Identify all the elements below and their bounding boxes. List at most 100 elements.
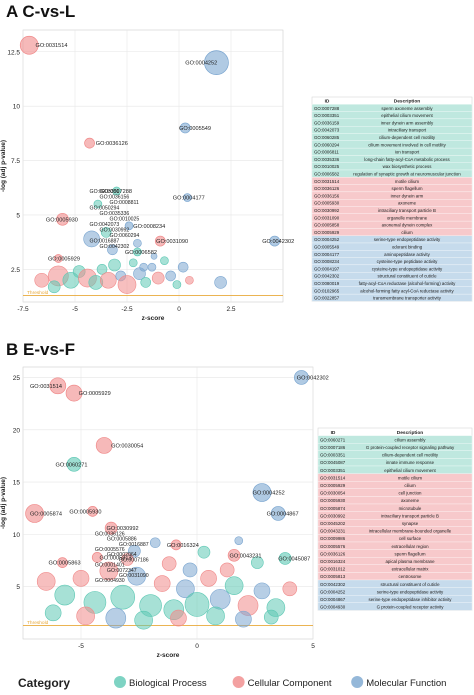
point-label: GO:0005930 <box>46 217 78 223</box>
table-cell-id: GO:0005929 <box>314 230 340 235</box>
data-point <box>147 262 157 272</box>
table-cell-id: GO:0030992 <box>320 513 346 518</box>
table-cell-id: GO:0060271 <box>320 437 346 442</box>
data-point <box>84 137 95 149</box>
table-cell-description: inner dynein arm <box>391 193 424 198</box>
legend-swatch-bp <box>114 676 126 688</box>
point-label: GO:0045087 <box>278 556 310 562</box>
point-label: GO:0030054 <box>111 443 143 449</box>
table-cell-description: G protein-coupled receptor activity <box>377 605 445 610</box>
point-label: GO:0008234 <box>133 224 165 230</box>
table-cell-description: alcohol-forming fatty acyl-CoA reductase… <box>360 288 454 293</box>
point-label: GO:0005929 <box>79 391 111 397</box>
point-label: GO:0001401 <box>95 563 125 569</box>
data-point <box>99 561 119 581</box>
point-label: GO:0005576 <box>95 547 125 553</box>
data-point <box>177 261 189 273</box>
data-point <box>161 556 177 571</box>
data-point <box>263 609 279 625</box>
data-point <box>91 552 103 563</box>
table-cell-description: aminopeptidase activity <box>384 252 430 257</box>
data-point <box>112 186 121 196</box>
table-cell-id: GO:0005813 <box>320 574 346 579</box>
table-cell-description: extracellular region <box>391 544 429 549</box>
point-label: GO:0036156 <box>100 195 130 201</box>
y-tick-label: 12.5 <box>7 49 20 56</box>
point-label: GO:0005929 <box>48 256 80 262</box>
table-cell-id: GO:0005576 <box>320 544 346 549</box>
data-point <box>170 539 182 551</box>
table-cell-id: GO:0036159 <box>314 120 340 125</box>
point-label: GO:0005930 <box>69 509 101 515</box>
data-point <box>47 280 61 294</box>
point-label: GO:0031090 <box>156 239 188 245</box>
chart-a: -7.5 -5 -2.5 0 2.5 2.5 5 7.5 10 12.5 z-score -log (… <box>0 29 473 322</box>
point-label: GO:0016887 <box>119 542 149 548</box>
table-cell-description: extracellular matrix <box>392 567 430 572</box>
table-cell-description: cysteine-type peptidase activity <box>377 259 439 264</box>
table-header-id: ID <box>331 430 336 436</box>
point-label: GO:0007288 <box>100 189 132 195</box>
table-cell-id: GO:0042073 <box>314 128 340 133</box>
table-cell-id: GO:0022857 <box>314 296 340 301</box>
data-point <box>165 270 176 282</box>
panel-b-letter: B <box>6 340 19 359</box>
data-point <box>133 238 142 248</box>
data-point <box>133 247 142 257</box>
data-point <box>270 506 286 521</box>
y-tick-label: 10 <box>13 532 21 539</box>
data-point <box>49 377 67 395</box>
point-label: GO:0031514 <box>30 384 62 390</box>
x-tick-label: 0 <box>177 306 181 313</box>
x-axis-label: z-score <box>142 315 165 322</box>
data-point <box>107 244 118 256</box>
data-point <box>234 536 244 545</box>
table-cell-id: GO:0031514 <box>314 179 340 184</box>
data-point <box>184 592 210 617</box>
data-point <box>127 566 146 586</box>
table-cell-id: GO:0102965 <box>314 288 340 293</box>
point-label: GO:0004930 <box>95 578 125 584</box>
point-label: GO:0003351 <box>90 189 120 195</box>
data-point <box>251 556 264 569</box>
table-cell-description: intraciliary transport particle B <box>378 208 436 213</box>
data-point <box>294 370 309 385</box>
point-label: GO:0042302 <box>262 239 294 245</box>
data-point <box>95 437 113 454</box>
table-cell-id: GO:0004197 <box>314 266 340 271</box>
point-label: GO:0004252 <box>185 61 217 67</box>
table-cell-id: GO:0007288 <box>314 106 340 111</box>
table-cell-id: GO:0042302 <box>320 582 346 587</box>
x-tick-label: -5 <box>72 306 78 313</box>
table-cell-id: GO:0005858 <box>314 223 340 228</box>
table-row <box>317 602 473 611</box>
table-cell-id: GO:0035336 <box>314 157 340 162</box>
table-cell-description: regulation of synaptic growth at neuromu… <box>353 172 461 177</box>
point-label: GO:0036126 <box>95 531 125 537</box>
table-cell-description: serine-type endopeptidase activity <box>377 589 444 594</box>
table-cell-id: GO:0016324 <box>320 559 346 564</box>
point-label: GO:0060271 <box>55 462 87 468</box>
table-cell-id: GO:0005549 <box>314 245 340 250</box>
data-point <box>253 582 271 600</box>
table-cell-description: inner dynein arm assembly <box>381 120 434 125</box>
y-tick-label: 10 <box>13 104 21 111</box>
legend-item-mf: Molecular Function <box>366 678 446 689</box>
table-cell-description: wax biosynthetic process <box>383 164 433 169</box>
data-point <box>224 576 244 595</box>
data-point <box>176 579 195 599</box>
data-point <box>128 544 141 558</box>
data-point <box>153 575 171 592</box>
data-point <box>179 122 191 134</box>
panel-a-title: A C-vs-L <box>6 2 75 22</box>
table-cell-id: GO:0031012 <box>320 567 346 572</box>
point-label: GO:0072347 <box>107 568 137 574</box>
data-point <box>121 553 134 566</box>
point-label: GO:0042302 <box>297 375 329 381</box>
table-cell-id: GO:0060294 <box>314 142 340 147</box>
data-point <box>124 221 134 231</box>
table-cell-description: motile cilium <box>395 179 419 184</box>
table-cell-id: GO:0003351 <box>314 113 340 118</box>
point-label: GO:0005813 <box>100 555 132 561</box>
data-point <box>93 199 103 209</box>
